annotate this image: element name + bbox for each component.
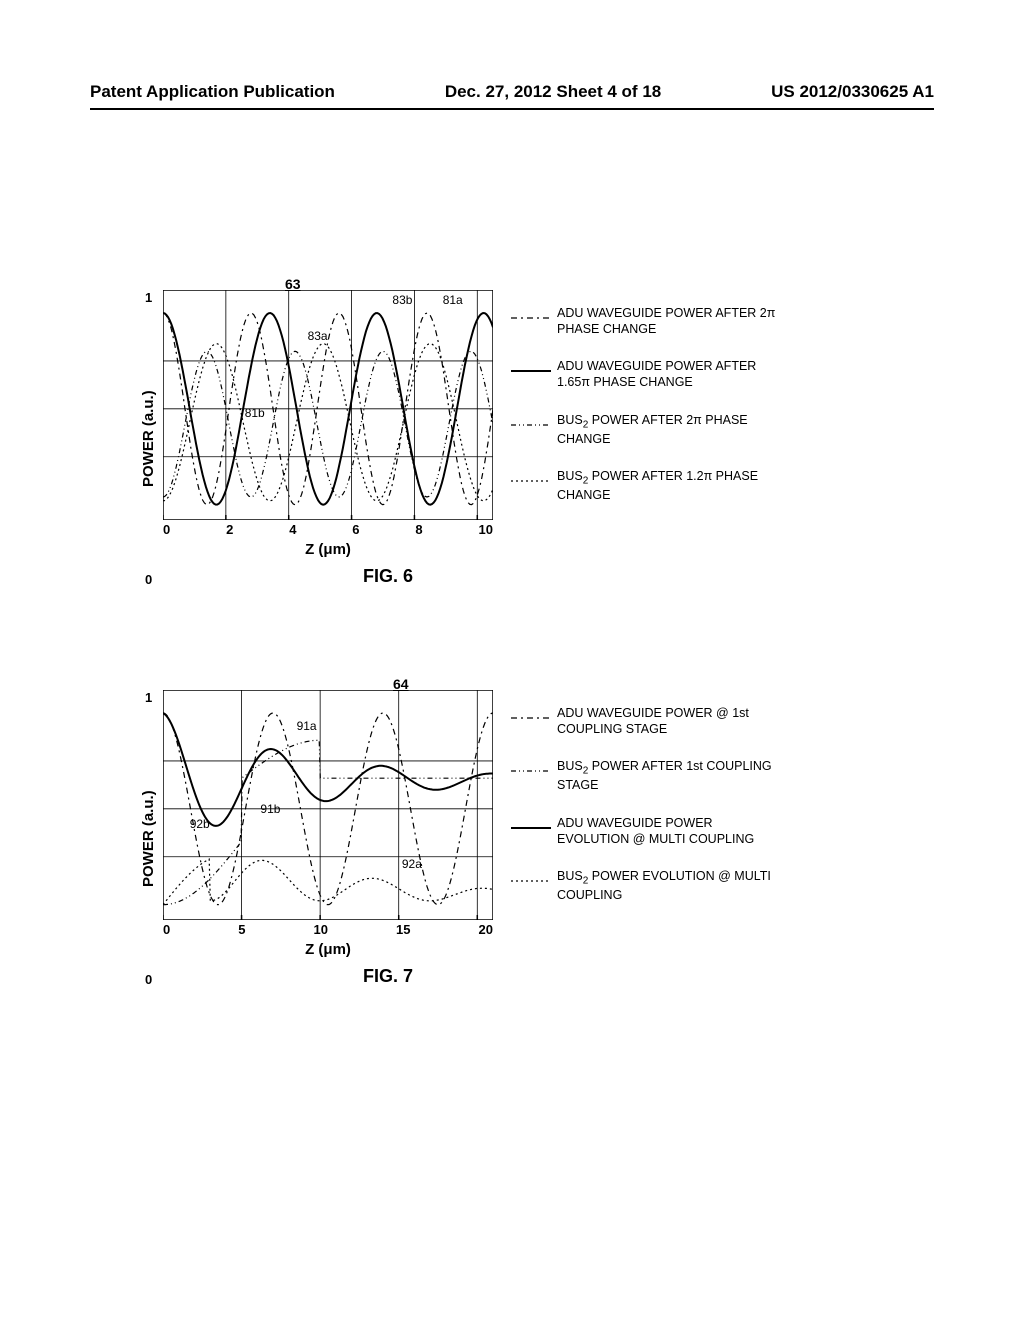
figure-6: POWER (a.u.) 1 0 63 0246810 Z (μm) FIG. … bbox=[140, 290, 777, 587]
legend-item: BUS2 POWER AFTER 1st COUPLING STAGE bbox=[511, 759, 777, 794]
fig6-caption: FIG. 6 bbox=[283, 566, 493, 587]
fig6-id: 63 bbox=[285, 276, 301, 292]
fig7-yticks: 1 0 bbox=[145, 690, 152, 987]
header-right: US 2012/0330625 A1 bbox=[771, 82, 934, 102]
legend-swatch bbox=[511, 713, 551, 723]
legend-label: ADU WAVEGUIDE POWER AFTER 2π PHASE CHANG… bbox=[557, 306, 777, 337]
legend-swatch bbox=[511, 476, 551, 486]
xtick-label: 0 bbox=[163, 522, 170, 537]
fig6-legend: ADU WAVEGUIDE POWER AFTER 2π PHASE CHANG… bbox=[511, 290, 777, 520]
fig6-chart bbox=[163, 290, 493, 520]
ytick-label: 1 bbox=[145, 290, 152, 305]
xtick-label: 2 bbox=[226, 522, 233, 537]
xtick-label: 10 bbox=[478, 522, 492, 537]
ytick-label: 1 bbox=[145, 690, 152, 705]
fig6-xlabel: Z (μm) bbox=[163, 541, 493, 558]
fig7-chart-frame: 1 0 64 05101520 Z (μm) FIG. 7 91a91b92a9… bbox=[163, 690, 493, 987]
legend-label: BUS2 POWER AFTER 1st COUPLING STAGE bbox=[557, 759, 777, 794]
legend-item: ADU WAVEGUIDE POWER AFTER 1.65π PHASE CH… bbox=[511, 359, 777, 390]
xtick-label: 0 bbox=[163, 922, 170, 937]
legend-swatch bbox=[511, 366, 551, 376]
legend-swatch bbox=[511, 313, 551, 323]
xtick-label: 20 bbox=[479, 922, 493, 937]
legend-item: ADU WAVEGUIDE POWER EVOLUTION @ MULTI CO… bbox=[511, 816, 777, 847]
legend-item: ADU WAVEGUIDE POWER @ 1st COUPLING STAGE bbox=[511, 706, 777, 737]
legend-item: BUS2 POWER AFTER 2π PHASE CHANGE bbox=[511, 413, 777, 448]
legend-swatch bbox=[511, 420, 551, 430]
legend-swatch bbox=[511, 876, 551, 886]
xtick-label: 6 bbox=[352, 522, 359, 537]
fig7-xticks: 0 5 10 15 20 bbox=[163, 922, 493, 937]
legend-item: BUS2 POWER EVOLUTION @ MULTI COUPLING bbox=[511, 869, 777, 904]
fig7-legend: ADU WAVEGUIDE POWER @ 1st COUPLING STAGE… bbox=[511, 690, 777, 920]
legend-label: BUS2 POWER AFTER 2π PHASE CHANGE bbox=[557, 413, 777, 448]
legend-label: ADU WAVEGUIDE POWER @ 1st COUPLING STAGE bbox=[557, 706, 777, 737]
header-rule bbox=[90, 108, 934, 110]
fig6-chart-frame: 1 0 63 0246810 Z (μm) FIG. 6 83a83b81a81… bbox=[163, 290, 493, 587]
fig7-xlabel: Z (μm) bbox=[163, 941, 493, 958]
legend-label: ADU WAVEGUIDE POWER AFTER 1.65π PHASE CH… bbox=[557, 359, 777, 390]
legend-label: BUS2 POWER AFTER 1.2π PHASE CHANGE bbox=[557, 469, 777, 504]
xtick-label: 10 bbox=[314, 922, 328, 937]
legend-swatch bbox=[511, 823, 551, 833]
header-center: Dec. 27, 2012 Sheet 4 of 18 bbox=[445, 82, 661, 102]
legend-item: BUS2 POWER AFTER 1.2π PHASE CHANGE bbox=[511, 469, 777, 504]
legend-label: BUS2 POWER EVOLUTION @ MULTI COUPLING bbox=[557, 869, 777, 904]
ytick-label: 0 bbox=[145, 972, 152, 987]
xtick-label: 15 bbox=[396, 922, 410, 937]
xtick-label: 5 bbox=[238, 922, 245, 937]
fig7-chart bbox=[163, 690, 493, 920]
figure-7: POWER (a.u.) 1 0 64 05101520 Z (μm) FIG.… bbox=[140, 690, 777, 987]
xtick-label: 8 bbox=[415, 522, 422, 537]
page-header: Patent Application Publication Dec. 27, … bbox=[0, 82, 1024, 102]
header-left: Patent Application Publication bbox=[90, 82, 335, 102]
legend-swatch bbox=[511, 766, 551, 776]
xtick-label: 4 bbox=[289, 522, 296, 537]
fig7-caption: FIG. 7 bbox=[283, 966, 493, 987]
fig6-yticks: 1 0 bbox=[145, 290, 152, 587]
fig6-xticks: 0 2 4 6 8 10 bbox=[163, 522, 493, 537]
legend-item: ADU WAVEGUIDE POWER AFTER 2π PHASE CHANG… bbox=[511, 306, 777, 337]
ytick-label: 0 bbox=[145, 572, 152, 587]
fig7-id: 64 bbox=[393, 676, 409, 692]
legend-label: ADU WAVEGUIDE POWER EVOLUTION @ MULTI CO… bbox=[557, 816, 777, 847]
